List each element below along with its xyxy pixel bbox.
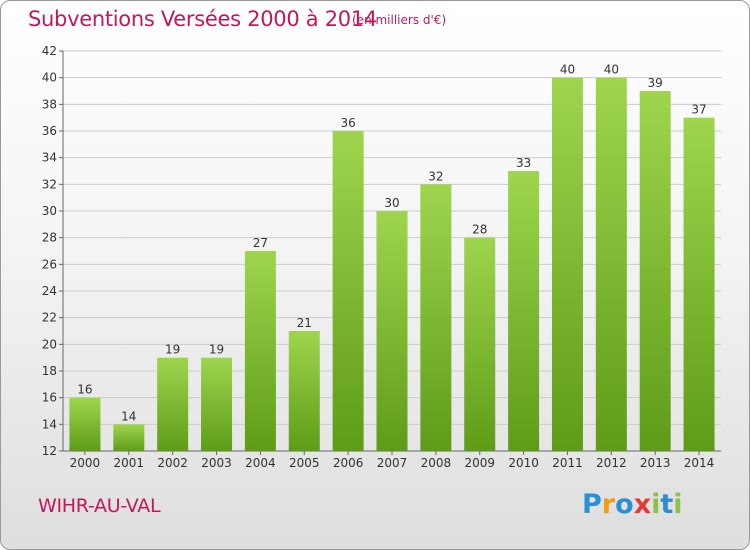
- y-tick-label: 22: [42, 311, 57, 325]
- x-tick-label: 2011: [552, 456, 583, 470]
- data-label: 19: [209, 343, 224, 357]
- y-tick-label: 32: [42, 177, 57, 191]
- logo-letter: o: [615, 489, 634, 520]
- bar: [464, 237, 496, 451]
- chart-subtitle: (en milliers d'€): [352, 13, 447, 27]
- data-label: 40: [560, 63, 575, 77]
- bar: [683, 117, 715, 452]
- logo-letter: r: [601, 489, 616, 520]
- y-tick-label: 28: [42, 231, 57, 245]
- bar: [639, 91, 671, 451]
- data-label: 30: [384, 196, 399, 210]
- x-tick-label: 2005: [289, 456, 320, 470]
- commune-name: WIHR-AU-VAL: [38, 495, 161, 517]
- data-label: 37: [691, 103, 706, 117]
- data-label: 28: [472, 223, 487, 237]
- bar: [376, 211, 408, 451]
- y-tick-label: 36: [42, 124, 57, 138]
- bar: [157, 357, 189, 451]
- logo-letter: t: [660, 489, 674, 520]
- bar: [508, 171, 540, 451]
- y-tick-label: 42: [42, 44, 57, 58]
- data-labels: 16 14 19 19 27 21 36 30 32 28 33 40 40 39 37: [77, 63, 706, 424]
- x-tick-label: 2000: [70, 456, 101, 470]
- logo-letter: i: [673, 489, 683, 520]
- data-label: 39: [648, 76, 663, 90]
- y-tick-label: 38: [42, 97, 57, 111]
- y-tick-label: 30: [42, 204, 57, 218]
- bar: [244, 251, 276, 451]
- data-label: 21: [297, 316, 312, 330]
- bar: [332, 131, 364, 451]
- x-tick-label: 2007: [377, 456, 408, 470]
- y-tick-label: 34: [42, 151, 57, 165]
- data-label: 16: [77, 383, 92, 397]
- x-tick-label: 2012: [596, 456, 627, 470]
- data-label: 27: [253, 236, 268, 250]
- x-tick-label: 2003: [201, 456, 232, 470]
- data-label: 32: [428, 169, 443, 183]
- tick-labels: 12 14 16 18 20 22 24 26 28 30 32 34 36 38 40 42 2000 2001…: [42, 44, 715, 470]
- data-label: 33: [516, 156, 531, 170]
- y-tick-label: 20: [42, 337, 57, 351]
- data-label: 19: [165, 343, 180, 357]
- data-label: 40: [604, 63, 619, 77]
- proxiti-logo: Proxiti: [582, 489, 683, 520]
- chart-title: Subventions Versées 2000 à 2014: [28, 7, 377, 31]
- x-tick-label: 2002: [157, 456, 188, 470]
- x-tick-label: 2008: [421, 456, 452, 470]
- bar: [288, 331, 320, 451]
- y-tick-label: 40: [42, 71, 57, 85]
- y-tick-label: 18: [42, 364, 57, 378]
- logo-letter: i: [651, 489, 661, 520]
- y-tick-label: 24: [42, 284, 57, 298]
- x-tick-label: 2006: [333, 456, 364, 470]
- x-tick-label: 2004: [245, 456, 276, 470]
- bar: [201, 357, 233, 451]
- bar: [113, 424, 145, 451]
- bar: [69, 397, 101, 451]
- data-label: 14: [121, 409, 136, 423]
- x-tick-label: 2009: [464, 456, 495, 470]
- x-tick-label: 2014: [684, 456, 715, 470]
- logo-letter: x: [633, 489, 652, 520]
- x-tick-label: 2013: [640, 456, 671, 470]
- x-tick-label: 2001: [114, 456, 145, 470]
- y-tick-label: 16: [42, 391, 57, 405]
- y-tick-label: 12: [42, 444, 57, 458]
- bars: [69, 77, 715, 452]
- x-tick-label: 2010: [508, 456, 539, 470]
- bar: [551, 77, 583, 452]
- data-label: 36: [340, 116, 355, 130]
- bar: [420, 184, 452, 452]
- y-tick-label: 26: [42, 257, 57, 271]
- bar: [595, 77, 627, 452]
- y-tick-label: 14: [42, 417, 57, 431]
- logo-letter: P: [582, 489, 602, 520]
